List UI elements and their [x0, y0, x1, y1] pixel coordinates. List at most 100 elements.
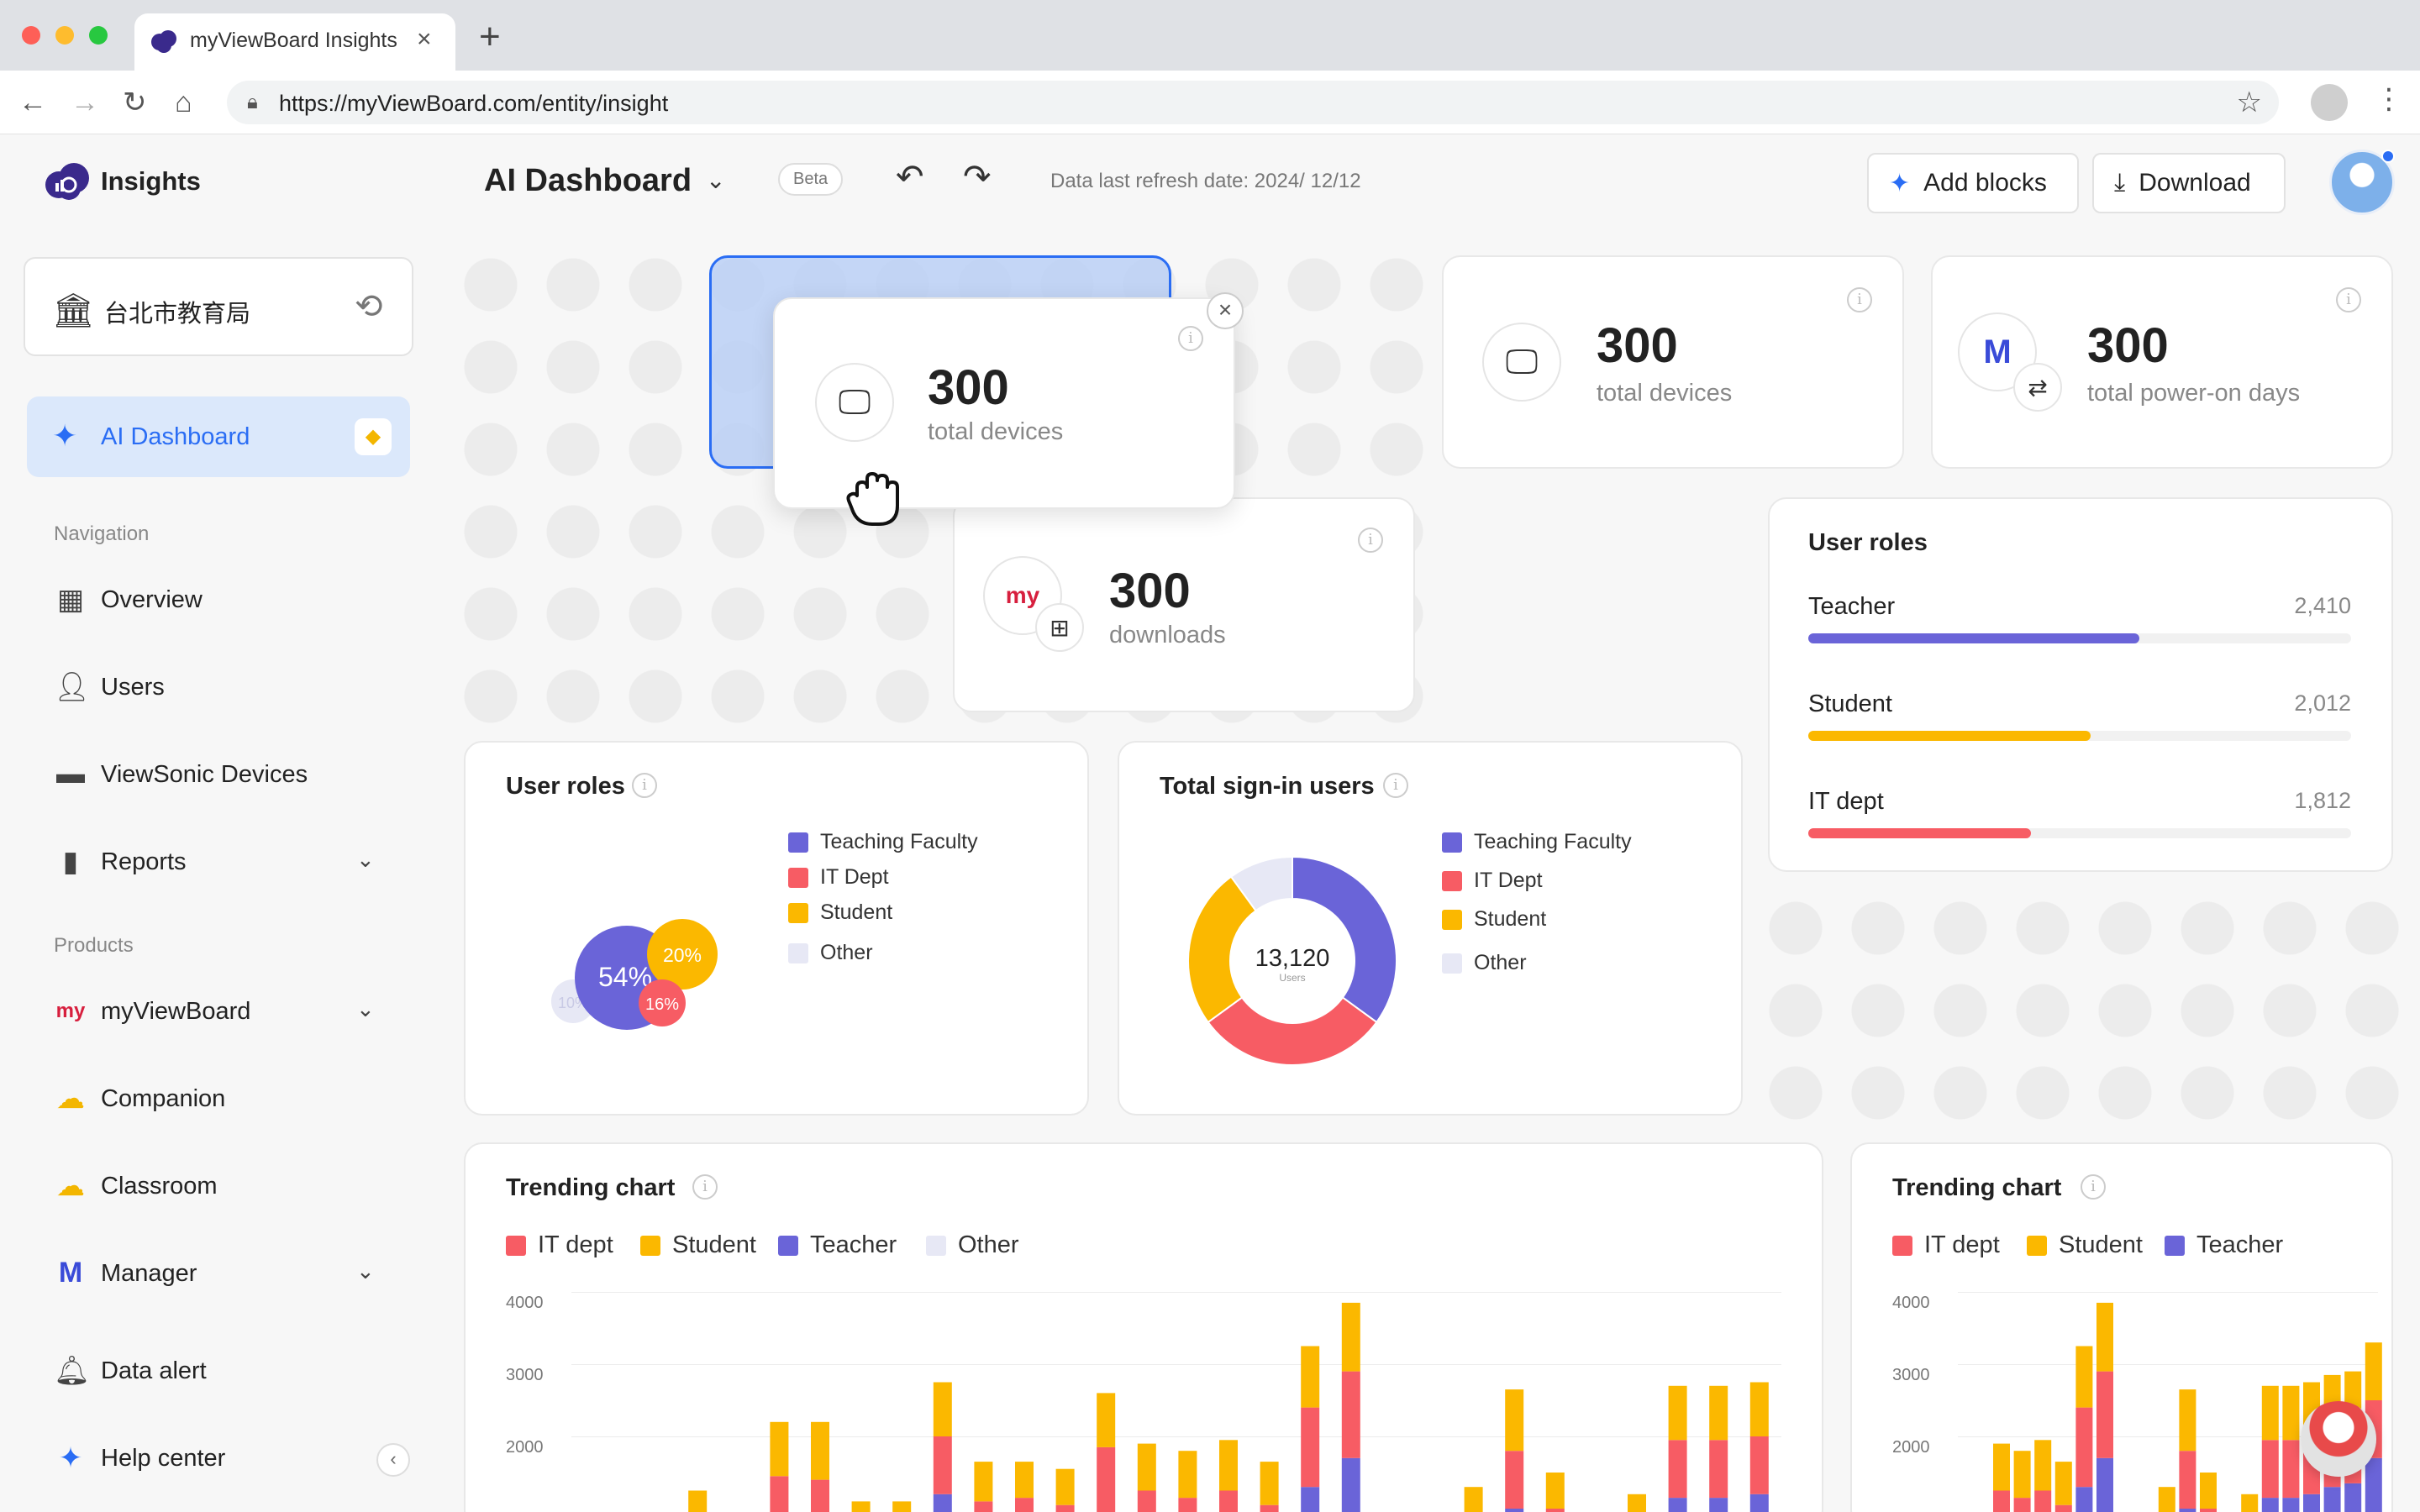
bar-segment-it-dept[interactable]	[1668, 1440, 1687, 1499]
remove-card-button[interactable]: ×	[1207, 292, 1244, 329]
bar-segment-it-dept[interactable]	[1341, 1371, 1360, 1458]
sync-icon[interactable]: ⟲	[355, 288, 383, 325]
bar-segment-teacher[interactable]	[2261, 1498, 2279, 1512]
bar-segment-student[interactable]	[1628, 1494, 1646, 1512]
chevron-down-icon[interactable]: ⌄	[356, 1258, 375, 1284]
info-icon[interactable]: i	[1847, 287, 1872, 312]
browser-tab[interactable]: myViewBoard Insights ×	[134, 13, 455, 71]
bar-segment-it-dept[interactable]	[933, 1436, 952, 1494]
donut-slice-it-dept[interactable]	[1207, 996, 1378, 1066]
sidebar-item-help-center[interactable]: ✦ Help center	[54, 1433, 390, 1483]
sidebar-item-ai-dashboard[interactable]: ✦ AI Dashboard ◆	[27, 396, 410, 477]
bar-segment-it-dept[interactable]	[2013, 1498, 2031, 1512]
bar-segment-student[interactable]	[851, 1501, 871, 1512]
legend-item[interactable]: Student	[640, 1231, 756, 1259]
trending-chart-card[interactable]: Trending chart i 4000 3000 2000 IT dept S…	[464, 1142, 1823, 1512]
sign-in-users-card[interactable]: Total sign-in users i 13,120 Users Teach…	[1118, 741, 1743, 1116]
sidebar-item-classroom[interactable]: ☁︎ Classroom	[54, 1161, 390, 1211]
sidebar-item-myviewboard[interactable]: my myViewBoard ⌄	[54, 986, 390, 1037]
legend-item[interactable]: Teaching Faculty	[788, 830, 978, 854]
bar-segment-student[interactable]	[2365, 1342, 2382, 1400]
bar-segment-student[interactable]	[1749, 1382, 1769, 1437]
bar-segment-it-dept[interactable]	[1097, 1446, 1116, 1512]
bar-segment-teacher[interactable]	[1749, 1494, 1769, 1512]
bar-segment-teacher[interactable]	[2075, 1487, 2093, 1512]
bar-segment-it-dept[interactable]	[2034, 1490, 2052, 1512]
bar-segment-teacher[interactable]	[1505, 1509, 1524, 1512]
bar-segment-teacher[interactable]	[2096, 1457, 2113, 1512]
bar-segment-it-dept[interactable]	[1055, 1504, 1075, 1512]
bar-segment-student[interactable]	[2054, 1462, 2072, 1505]
bar-segment-it-dept[interactable]	[1015, 1498, 1034, 1512]
bar-segment-student[interactable]	[2241, 1494, 2259, 1512]
donut-slice-teaching-faculty[interactable]	[1292, 855, 1397, 1024]
bar-segment-it-dept[interactable]	[1301, 1407, 1320, 1488]
bar-segment-student[interactable]	[1055, 1468, 1075, 1505]
bar-segment-student[interactable]	[1015, 1462, 1034, 1499]
bar-segment-teacher[interactable]	[2323, 1487, 2341, 1512]
download-button[interactable]: ⤓ Download	[2092, 153, 2286, 213]
bar-segment-student[interactable]	[1545, 1473, 1565, 1509]
bar-segment-teacher[interactable]	[2303, 1494, 2320, 1512]
bar-segment-student[interactable]	[811, 1421, 829, 1480]
legend-item[interactable]: Teacher	[778, 1231, 897, 1259]
bar-segment-student[interactable]	[1260, 1462, 1279, 1505]
bar-segment-student[interactable]	[2013, 1451, 2031, 1499]
legend-item[interactable]: IT Dept	[788, 865, 889, 890]
bar-segment-it-dept[interactable]	[1137, 1490, 1156, 1512]
bar-segment-it-dept[interactable]	[974, 1501, 993, 1512]
info-icon[interactable]: i	[2336, 287, 2361, 312]
info-icon[interactable]: i	[1358, 528, 1383, 553]
bookmark-star-icon[interactable]: ☆	[2236, 87, 2262, 118]
legend-item[interactable]: Teacher	[2165, 1231, 2283, 1259]
legend-item[interactable]: Other	[1442, 951, 1527, 975]
info-icon[interactable]: i	[2081, 1174, 2106, 1200]
user-roles-bubble-card[interactable]: User roles i 10% 54% 20% 16% Teaching Fa…	[464, 741, 1089, 1116]
bar-segment-it-dept[interactable]	[2096, 1371, 2113, 1458]
chevron-down-icon[interactable]: ⌄	[706, 167, 726, 193]
redo-icon[interactable]: ↷	[963, 159, 992, 196]
collapse-sidebar-button[interactable]: ‹	[376, 1443, 410, 1477]
add-blocks-button[interactable]: ✦ Add blocks	[1867, 153, 2079, 213]
bar-segment-teacher[interactable]	[2282, 1498, 2300, 1512]
donut-slice-student[interactable]	[1187, 875, 1257, 1024]
bar-segment-it-dept[interactable]	[1219, 1490, 1238, 1512]
bar-segment-student[interactable]	[2096, 1302, 2113, 1372]
bar-segment-student[interactable]	[1709, 1385, 1728, 1441]
dashboard-title[interactable]: AI Dashboard	[484, 163, 692, 198]
user-roles-bars-card[interactable]: User roles Teacher 2,410 Student 2,012 IT de…	[1768, 497, 2393, 872]
legend-item[interactable]: IT dept	[1892, 1231, 2000, 1259]
info-icon[interactable]: i	[1383, 773, 1408, 798]
undo-icon[interactable]: ↶	[896, 159, 924, 196]
organization-selector[interactable]: 🏛︎ 台北市教育局 ⟲	[24, 257, 413, 356]
bar-segment-student[interactable]	[1301, 1346, 1320, 1408]
bar-segment-student[interactable]	[770, 1421, 789, 1477]
legend-item[interactable]: Student	[1442, 907, 1546, 932]
bar-segment-teacher[interactable]	[933, 1494, 952, 1512]
bar-segment-student[interactable]	[1097, 1393, 1116, 1447]
bar-segment-student[interactable]	[1505, 1389, 1524, 1452]
info-icon[interactable]: i	[1178, 326, 1203, 351]
bar-segment-teacher[interactable]	[1668, 1498, 1687, 1512]
bar-segment-student[interactable]	[1219, 1440, 1238, 1491]
info-icon[interactable]: i	[692, 1174, 718, 1200]
chevron-down-icon[interactable]: ⌄	[356, 847, 375, 872]
bar-segment-student[interactable]	[1464, 1487, 1483, 1512]
bar-segment-it-dept[interactable]	[1178, 1498, 1197, 1512]
bar-segment-it-dept[interactable]	[2179, 1451, 2196, 1509]
bar-segment-student[interactable]	[933, 1382, 952, 1437]
bar-segment-it-dept[interactable]	[2075, 1407, 2093, 1488]
bar-segment-teacher[interactable]	[1301, 1487, 1320, 1512]
browser-menu-icon[interactable]: ⋮	[2375, 83, 2403, 115]
legend-item[interactable]: IT Dept	[1442, 869, 1543, 893]
bar-segment-it-dept[interactable]	[1749, 1436, 1769, 1494]
donut-slice-other[interactable]	[1229, 855, 1293, 912]
bar-segment-student[interactable]	[688, 1490, 708, 1512]
reload-icon[interactable]: ↻	[123, 87, 147, 118]
bar-segment-student[interactable]	[2158, 1487, 2175, 1512]
legend-item[interactable]: Teaching Faculty	[1442, 830, 1632, 854]
close-window-button[interactable]	[22, 26, 40, 45]
minimize-window-button[interactable]	[55, 26, 74, 45]
bar-segment-student[interactable]	[2179, 1389, 2196, 1452]
sidebar-item-manager[interactable]: M Manager ⌄	[54, 1248, 390, 1299]
